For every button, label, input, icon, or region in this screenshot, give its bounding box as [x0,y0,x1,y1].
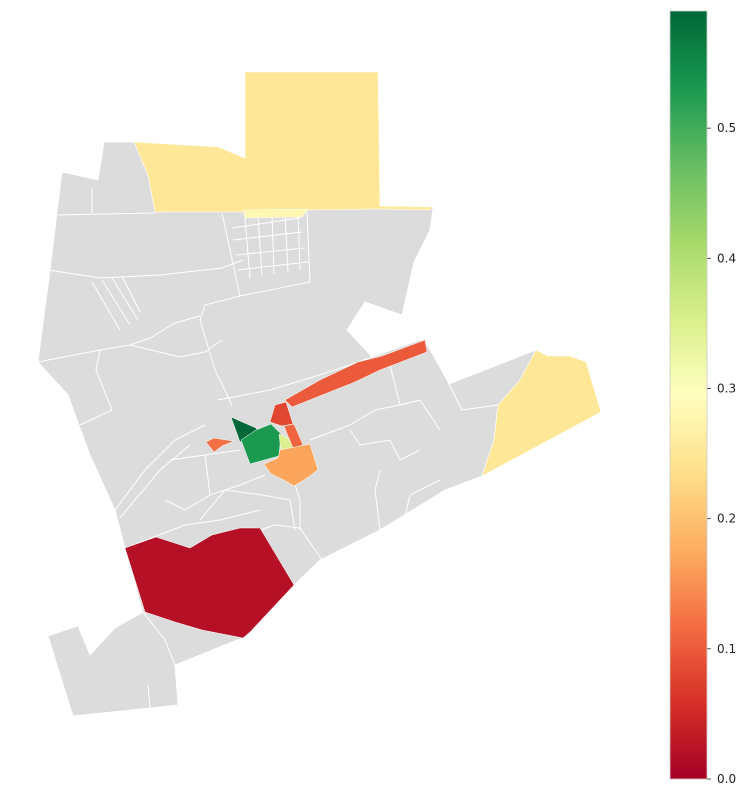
region-center-green [240,423,282,465]
colorbar-gradient [670,11,707,779]
region-diagonal-strip [284,339,428,408]
colorbar-tick-label: 0.2 [717,512,736,526]
region-center-orange [263,443,319,487]
region-center-red-north [269,401,294,427]
colorbar-tick-label: 0.0 [717,772,736,786]
colorbar-tick-label: 0.5 [717,121,736,135]
value-regions [124,71,602,639]
region-east-block [481,349,602,477]
colorbar-tick-label: 0.1 [717,642,736,656]
colorbar-ticks: 0.0 0.1 0.2 0.3 0.4 0.5 [707,121,736,786]
region-west-small [205,437,235,453]
region-south-block [124,527,295,639]
region-north-block [133,71,434,213]
colorbar-tick-label: 0.3 [717,381,736,395]
colorbar: 0.0 0.1 0.2 0.3 0.4 0.5 [669,10,736,786]
district-boundaries [37,188,499,709]
colorbar-frame [669,10,708,780]
region-north-strip [242,208,309,219]
colorbar-tick-label: 0.4 [717,251,736,265]
